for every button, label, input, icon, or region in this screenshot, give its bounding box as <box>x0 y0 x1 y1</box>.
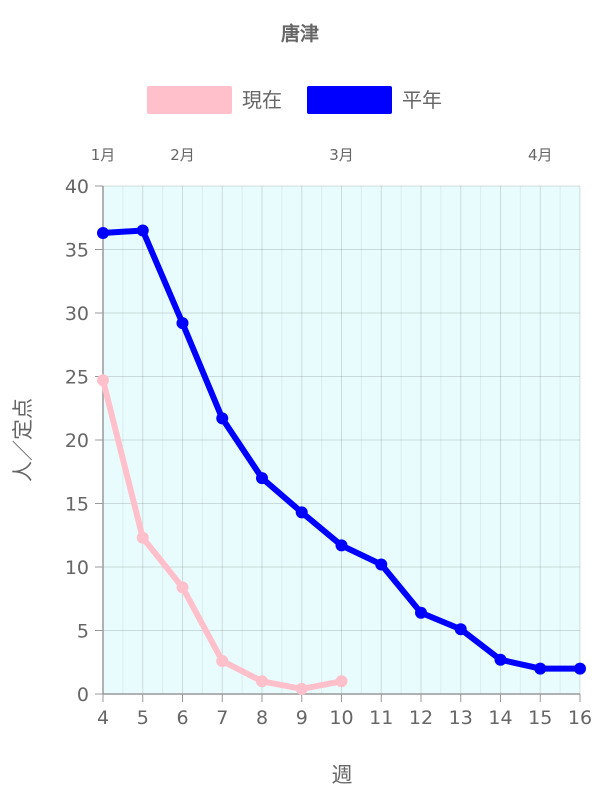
x-tick-label: 7 <box>216 707 228 729</box>
data-point <box>176 581 189 594</box>
x-tick-label: 5 <box>137 707 149 729</box>
series <box>97 224 586 675</box>
month-label: 2月 <box>170 146 195 164</box>
legend-item: 現在 <box>147 86 282 114</box>
data-point <box>494 653 507 666</box>
y-axis: 0 5 10 15 20 25 30 35 40 <box>65 176 104 706</box>
x-tick-label: 9 <box>296 707 308 729</box>
month-label: 1月 <box>91 146 116 164</box>
x-tick-label: 4 <box>97 707 109 729</box>
y-tick-label: 5 <box>77 621 89 643</box>
y-tick-label: 15 <box>65 494 89 516</box>
series <box>97 374 348 695</box>
chart-title: 唐津 <box>281 22 319 45</box>
legend-label: 現在 <box>242 88 282 112</box>
data-point <box>97 374 109 387</box>
data-point <box>216 412 229 425</box>
legend-swatch <box>147 86 232 114</box>
legend-swatch <box>307 86 392 114</box>
data-point <box>375 558 388 571</box>
data-point <box>136 531 149 544</box>
plot-background <box>103 186 580 694</box>
x-tick-label: 8 <box>256 707 268 729</box>
legend-label: 平年 <box>402 88 442 112</box>
data-point <box>216 654 229 667</box>
data-point <box>97 226 109 239</box>
x-tick-label: 6 <box>176 707 188 729</box>
data-point <box>176 317 189 330</box>
x-axis-title: 週 <box>332 763 353 787</box>
y-tick-label: 35 <box>65 240 89 262</box>
series-layer <box>97 224 586 695</box>
y-tick-label: 25 <box>65 367 89 389</box>
y-tick-label: 20 <box>65 430 89 452</box>
x-tick-label: 15 <box>528 707 552 729</box>
x-tick-label: 10 <box>329 707 353 729</box>
data-point <box>295 506 308 519</box>
x-tick-label: 11 <box>369 707 393 729</box>
y-axis-title: 人／定点 <box>11 398 35 482</box>
x-axis: 4 5 6 7 8 9 10 11 12 13 14 15 16 <box>97 693 592 729</box>
top-axis: 1月 2月 3月 4月 <box>91 146 553 164</box>
x-tick-label: 13 <box>449 707 473 729</box>
data-point <box>534 662 547 675</box>
legend-item: 平年 <box>307 86 442 114</box>
data-point <box>415 606 427 619</box>
data-point <box>256 675 268 688</box>
y-tick-label: 0 <box>77 684 89 706</box>
data-point <box>335 675 348 688</box>
data-point <box>256 472 268 485</box>
x-tick-label: 16 <box>568 707 592 729</box>
month-label: 3月 <box>329 146 354 164</box>
y-tick-label: 30 <box>65 303 89 325</box>
data-point <box>454 623 467 636</box>
legend: 現在 平年 <box>147 86 442 114</box>
data-point <box>574 662 586 675</box>
y-tick-label: 10 <box>65 557 89 579</box>
x-tick-label: 14 <box>488 707 512 729</box>
y-tick-label: 40 <box>65 176 89 198</box>
data-point <box>136 224 149 237</box>
month-label: 4月 <box>528 146 553 164</box>
data-point <box>335 539 348 552</box>
x-tick-label: 12 <box>409 707 433 729</box>
data-point <box>295 682 308 695</box>
